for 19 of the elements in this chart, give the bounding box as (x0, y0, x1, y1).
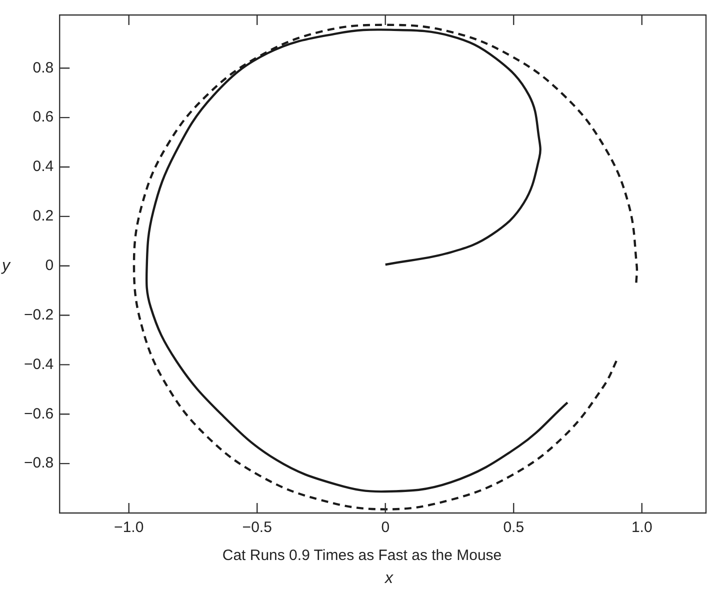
y-tick-label: −0.4 (24, 356, 54, 373)
x-tick-label: 0.5 (503, 519, 524, 536)
y-tick-label: −0.2 (24, 306, 54, 324)
line-series (145, 28, 569, 493)
x-tick-label: −1.0 (114, 519, 144, 536)
y-tick-label: 0 (45, 256, 54, 274)
x-axis-title: x (384, 570, 394, 588)
line-series (132, 24, 638, 510)
x-tick-label: −0.5 (242, 519, 272, 536)
text: Cat Runs 0.9 Times as Fast as the Mouse (222, 547, 502, 564)
y-tick-label: −0.6 (24, 405, 54, 422)
y-tick-label: 0.4 (32, 158, 54, 176)
y-tick-label: −0.8 (24, 454, 54, 472)
y-tick-label: 0.8 (32, 59, 54, 76)
x-tick-label: 0 (381, 519, 390, 536)
y-axis-title: y (1, 257, 11, 274)
x-tick-label: 1.0 (631, 519, 652, 536)
y-tick-label: 0.2 (32, 208, 54, 225)
y-tick-label: 0.6 (32, 108, 54, 126)
